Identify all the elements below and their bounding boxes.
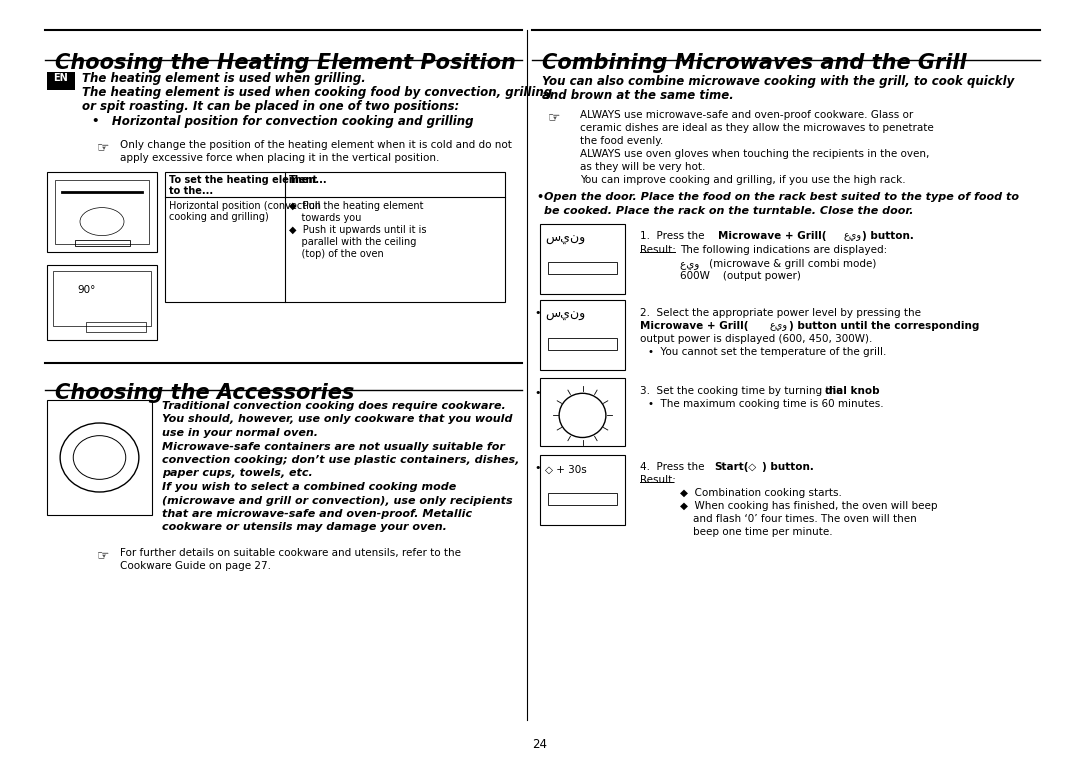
Text: EN: EN [54, 73, 68, 83]
Text: To set the heating element: To set the heating element [168, 175, 318, 185]
Text: 2.  Select the appropriate power level by pressing the: 2. Select the appropriate power level by… [640, 308, 921, 318]
Text: You can also combine microwave cooking with the grill, to cook quickly: You can also combine microwave cooking w… [542, 75, 1014, 88]
Text: 1.  Press the: 1. Press the [640, 231, 707, 241]
Text: •  The maximum cooking time is 60 minutes.: • The maximum cooking time is 60 minutes… [648, 399, 883, 409]
Text: or spit roasting. It can be placed in one of two positions:: or spit roasting. It can be placed in on… [82, 100, 459, 113]
Text: سينو: سينو [545, 232, 585, 245]
Bar [548, 338, 617, 350]
Text: 4.  Press the: 4. Press the [640, 462, 707, 472]
Text: 600W    (output power): 600W (output power) [680, 271, 801, 281]
Text: convection cooking; don’t use plastic containers, dishes,: convection cooking; don’t use plastic co… [162, 455, 519, 465]
Text: ALWAYS use microwave-safe and oven-proof cookware. Glass or: ALWAYS use microwave-safe and oven-proof… [580, 110, 914, 120]
Text: use in your normal oven.: use in your normal oven. [162, 428, 318, 438]
Text: Horizontal position (convection: Horizontal position (convection [168, 201, 321, 211]
Text: and flash ‘0’ four times. The oven will then: and flash ‘0’ four times. The oven will … [680, 514, 917, 524]
Text: Microwave-safe containers are not usually suitable for: Microwave-safe containers are not usuall… [162, 442, 504, 452]
Text: towards you: towards you [289, 213, 362, 223]
Text: as they will be very hot.: as they will be very hot. [580, 162, 705, 172]
Text: Result:: Result: [640, 245, 676, 255]
Text: Open the door. Place the food on the rack best suited to the type of food to: Open the door. Place the food on the rac… [544, 192, 1020, 202]
Text: 24: 24 [532, 738, 548, 751]
Text: •: • [534, 463, 540, 473]
Text: parallel with the ceiling: parallel with the ceiling [289, 237, 417, 247]
Text: عيو: عيو [843, 231, 861, 241]
Text: You can improve cooking and grilling, if you use the high rack.: You can improve cooking and grilling, if… [580, 175, 906, 185]
Text: Traditional convection cooking does require cookware.: Traditional convection cooking does requ… [162, 401, 505, 411]
Text: The following indications are displayed:: The following indications are displayed: [680, 245, 888, 255]
Text: to the...: to the... [168, 186, 213, 196]
Bar [55, 180, 149, 244]
Text: ☞: ☞ [97, 548, 109, 562]
Text: (top) of the oven: (top) of the oven [289, 249, 383, 259]
Text: output power is displayed (600, 450, 300W).: output power is displayed (600, 450, 300… [640, 334, 873, 344]
Text: عيو   (microwave & grill combi mode): عيو (microwave & grill combi mode) [680, 258, 876, 269]
Bar [85, 322, 146, 332]
Bar [540, 378, 625, 446]
Text: ceramic dishes are ideal as they allow the microwaves to penetrate: ceramic dishes are ideal as they allow t… [580, 123, 934, 133]
Text: Choosing the Heating Element Position: Choosing the Heating Element Position [55, 53, 516, 73]
Text: 90°: 90° [77, 285, 95, 295]
Bar [75, 240, 130, 246]
Text: that are microwave-safe and oven-proof. Metallic: that are microwave-safe and oven-proof. … [162, 509, 472, 519]
Text: ◆  Pull the heating element: ◆ Pull the heating element [289, 201, 423, 211]
Text: be cooked. Place the rack on the turntable. Close the door.: be cooked. Place the rack on the turntab… [544, 206, 914, 216]
Text: Choosing the Accessories: Choosing the Accessories [55, 383, 354, 403]
Text: ) button.: ) button. [762, 462, 814, 472]
Text: paper cups, towels, etc.: paper cups, towels, etc. [162, 468, 313, 478]
Text: Cookware Guide on page 27.: Cookware Guide on page 27. [120, 561, 271, 571]
Bar [540, 455, 625, 525]
Text: ◆  When cooking has finished, the oven will beep: ◆ When cooking has finished, the oven wi… [680, 501, 937, 511]
Text: •: • [534, 308, 540, 318]
Text: The heating element is used when cooking food by convection, grilling: The heating element is used when cooking… [82, 86, 552, 99]
Text: Microwave + Grill(: Microwave + Grill( [718, 231, 826, 241]
Text: •  You cannot set the temperature of the grill.: • You cannot set the temperature of the … [648, 347, 887, 357]
Text: and brown at the same time.: and brown at the same time. [542, 89, 733, 102]
Bar [548, 493, 617, 505]
Text: Only change the position of the heating element when it is cold and do not: Only change the position of the heating … [120, 140, 512, 150]
Text: dial knob: dial knob [825, 386, 879, 396]
Text: •   Horizontal position for convection cooking and grilling: • Horizontal position for convection coo… [92, 115, 473, 128]
Text: ◆  Combination cooking starts.: ◆ Combination cooking starts. [680, 488, 842, 498]
Bar [165, 172, 505, 302]
Text: ☞: ☞ [548, 110, 561, 124]
Bar [48, 265, 157, 340]
Text: ☞: ☞ [97, 140, 109, 154]
Text: ◇ + 30s: ◇ + 30s [545, 465, 586, 475]
Text: Microwave + Grill(: Microwave + Grill( [640, 321, 748, 331]
Text: ) button.: ) button. [862, 231, 914, 241]
Bar [48, 72, 75, 90]
Text: •: • [534, 388, 540, 398]
Text: cookware or utensils may damage your oven.: cookware or utensils may damage your ove… [162, 523, 447, 533]
Text: ◇: ◇ [745, 462, 759, 472]
Text: beep one time per minute.: beep one time per minute. [680, 527, 833, 537]
Text: the food evenly.: the food evenly. [580, 136, 663, 146]
Bar [53, 271, 151, 326]
Bar [48, 172, 157, 252]
Text: 3.  Set the cooking time by turning the: 3. Set the cooking time by turning the [640, 386, 846, 396]
Text: Result:: Result: [640, 475, 676, 485]
Text: For further details on suitable cookware and utensils, refer to the: For further details on suitable cookware… [120, 548, 461, 558]
Text: Then...: Then... [289, 175, 327, 185]
Text: سينو: سينو [545, 308, 585, 321]
Text: If you wish to select a combined cooking mode: If you wish to select a combined cooking… [162, 482, 456, 492]
Text: apply excessive force when placing it in the vertical position.: apply excessive force when placing it in… [120, 153, 440, 163]
Text: (microwave and grill or convection), use only recipients: (microwave and grill or convection), use… [162, 495, 513, 506]
Text: cooking and grilling): cooking and grilling) [168, 212, 269, 222]
Text: ) button until the corresponding: ) button until the corresponding [789, 321, 980, 331]
Text: Start(: Start( [714, 462, 748, 472]
Text: ALWAYS use oven gloves when touching the recipients in the oven,: ALWAYS use oven gloves when touching the… [580, 149, 930, 159]
Text: عيو: عيو [770, 321, 788, 331]
Bar [548, 262, 617, 274]
Text: The heating element is used when grilling.: The heating element is used when grillin… [82, 72, 366, 85]
Text: ◆  Push it upwards until it is: ◆ Push it upwards until it is [289, 225, 427, 235]
Text: Combining Microwaves and the Grill: Combining Microwaves and the Grill [542, 53, 967, 73]
Text: .: . [875, 386, 878, 396]
Bar [48, 400, 152, 515]
Text: You should, however, use only cookware that you would: You should, however, use only cookware t… [162, 414, 513, 424]
Text: •: • [536, 192, 543, 202]
Bar [540, 224, 625, 294]
Bar [540, 300, 625, 370]
